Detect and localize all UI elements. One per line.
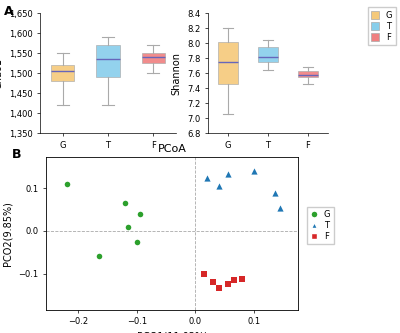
- Point: [134, 239, 140, 244]
- Y-axis label: Shannon: Shannon: [172, 52, 182, 95]
- X-axis label: PCO1(11.03%): PCO1(11.03%): [137, 332, 207, 333]
- Point: [96, 253, 102, 258]
- Point: [63, 181, 70, 187]
- Y-axis label: PCO2(9.85%): PCO2(9.85%): [3, 201, 13, 265]
- Point: [136, 211, 143, 217]
- PathPatch shape: [142, 53, 165, 63]
- PathPatch shape: [258, 47, 278, 62]
- Text: A: A: [4, 5, 14, 18]
- PathPatch shape: [96, 45, 120, 77]
- PathPatch shape: [51, 65, 74, 81]
- Legend: G, T, F: G, T, F: [368, 8, 396, 45]
- Point: [204, 175, 210, 180]
- Point: [230, 277, 237, 283]
- Y-axis label: Chao1: Chao1: [0, 58, 3, 89]
- Point: [271, 190, 278, 195]
- Point: [224, 281, 231, 287]
- Text: B: B: [12, 148, 22, 161]
- Legend: G, T, F: G, T, F: [307, 206, 334, 244]
- PathPatch shape: [298, 71, 318, 77]
- Point: [216, 183, 222, 189]
- Point: [210, 279, 216, 285]
- Point: [251, 169, 257, 174]
- Point: [216, 286, 222, 291]
- Point: [201, 271, 208, 276]
- PathPatch shape: [218, 42, 238, 85]
- Point: [122, 201, 128, 206]
- Point: [125, 224, 131, 229]
- Title: PCoA: PCoA: [158, 144, 186, 154]
- Point: [239, 276, 246, 281]
- Point: [277, 205, 284, 210]
- Point: [224, 171, 231, 176]
